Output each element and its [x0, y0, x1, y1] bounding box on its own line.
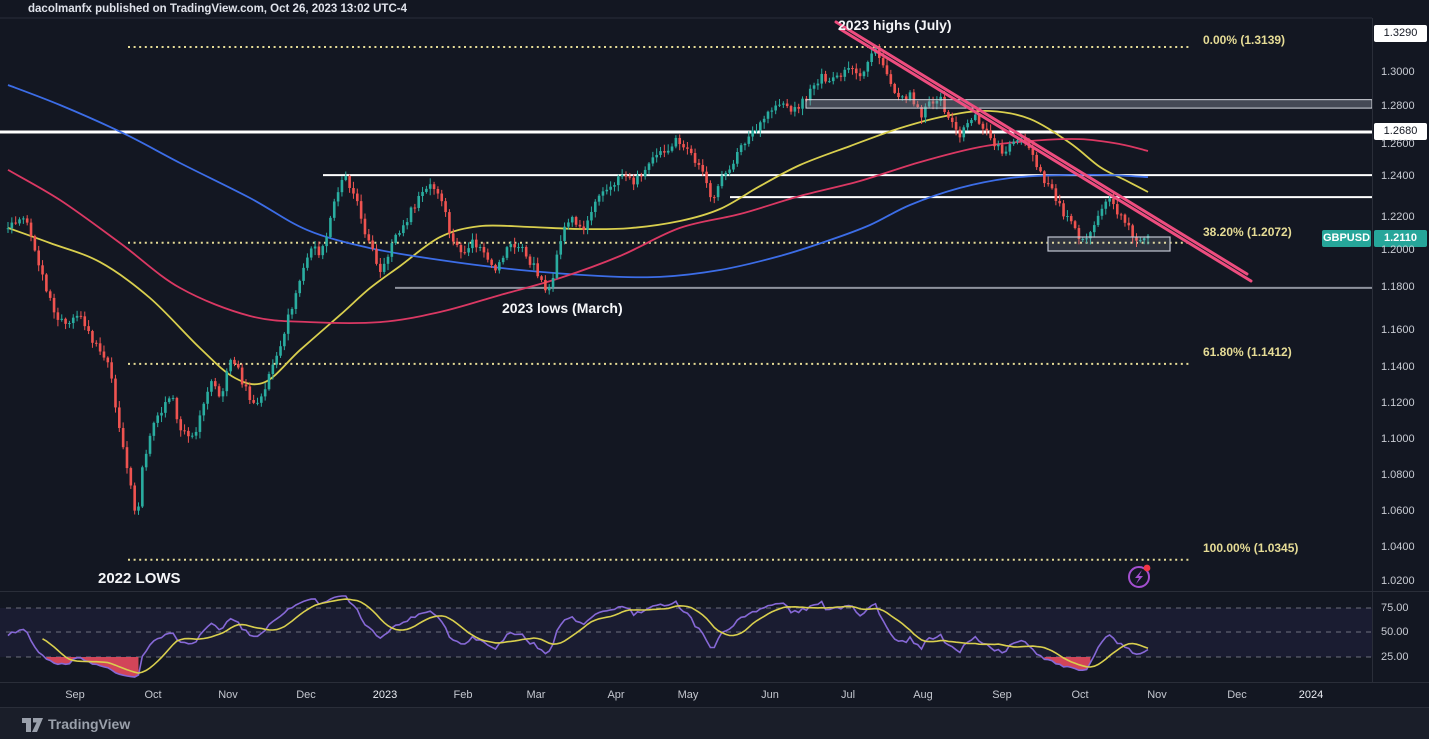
descending-trendlines[interactable]: [834, 20, 1253, 283]
trendline[interactable]: [838, 27, 1253, 283]
rsi-oversold-fill: [46, 657, 139, 677]
ma-yellow-line[interactable]: [7, 109, 1149, 386]
header-bar: dacolmanfx published on TradingView.com,…: [0, 0, 1429, 18]
resistance-zone[interactable]: [805, 99, 1372, 109]
attribution-text: dacolmanfx published on TradingView.com,…: [28, 3, 407, 15]
fib-highlight-box[interactable]: [1047, 236, 1171, 252]
trendline[interactable]: [834, 20, 1249, 276]
rsi-ma-line[interactable]: [42, 598, 1149, 674]
support-resistance-levels: [0, 130, 1372, 289]
main-pane[interactable]: [0, 20, 1372, 561]
footer-bar: TradingView: [0, 707, 1429, 739]
fib-retracement[interactable]: [128, 46, 1192, 561]
rsi-pane[interactable]: [0, 595, 1372, 678]
rsi-oversold-fill: [1044, 657, 1091, 671]
tradingview-brand-text[interactable]: TradingView: [48, 716, 131, 732]
flash-marker-icon[interactable]: [1128, 564, 1151, 588]
moving-averages: [7, 84, 1149, 386]
ma-crimson-line[interactable]: [7, 138, 1149, 324]
tradingview-logo-icon[interactable]: [22, 717, 44, 733]
ma-blue-line[interactable]: [7, 84, 1149, 279]
candlesticks[interactable]: [6, 44, 1150, 515]
